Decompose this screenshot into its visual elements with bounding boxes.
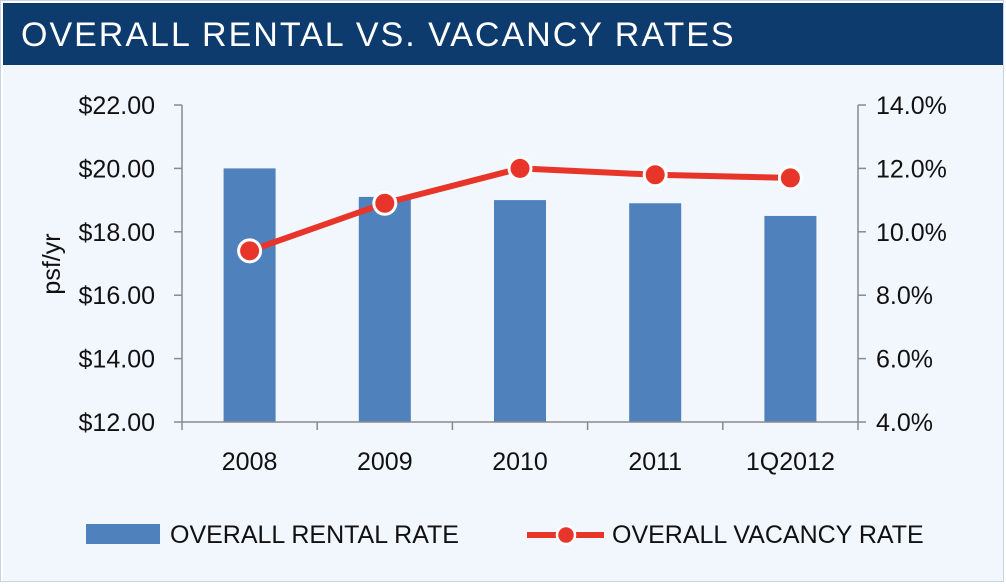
right-tick-label: 4.0% — [876, 409, 933, 437]
bar-2009 — [358, 196, 411, 422]
vacancy-point-1Q2012 — [777, 165, 803, 191]
right-tick-label: 14.0% — [876, 92, 947, 120]
left-tick-label: $20.00 — [79, 155, 155, 183]
right-tick-label: 8.0% — [876, 282, 933, 310]
left-tick-label: $14.00 — [79, 346, 155, 374]
bar-1Q2012 — [764, 215, 817, 422]
left-tick-label: $22.00 — [79, 92, 155, 120]
x-tick-label: 2008 — [222, 448, 278, 476]
right-tick-label: 6.0% — [876, 346, 933, 374]
right-tick-label: 10.0% — [876, 219, 947, 247]
bar-2011 — [629, 203, 682, 422]
vacancy-point-2011 — [642, 162, 668, 188]
left-tick-label: $12.00 — [79, 409, 155, 437]
bar-2008 — [223, 168, 276, 422]
left-tick-label: $18.00 — [79, 219, 155, 247]
vacancy-point-2009 — [372, 190, 398, 216]
legend-label-vacancy: OVERALL VACANCY RATE — [612, 521, 924, 549]
x-tick-label: 1Q2012 — [746, 448, 835, 476]
chart-title: OVERALL RENTAL VS. VACANCY RATES — [21, 16, 736, 54]
x-tick-label: 2010 — [492, 448, 548, 476]
legend-swatch-rental — [86, 524, 160, 544]
title-bar: OVERALL RENTAL VS. VACANCY RATES — [3, 3, 1003, 65]
bar-2010 — [494, 200, 546, 422]
vacancy-point-2008 — [237, 238, 263, 264]
y-axis-title: psf/yr — [38, 233, 66, 294]
x-tick-label: 2011 — [628, 448, 682, 476]
right-tick-label: 12.0% — [876, 155, 947, 183]
legend-label-rental: OVERALL RENTAL RATE — [170, 521, 459, 549]
x-tick-label: 2009 — [357, 448, 413, 476]
vacancy-point-2010 — [507, 155, 533, 181]
legend-swatch-vacancy-marker — [555, 524, 577, 546]
left-tick-label: $16.00 — [79, 282, 155, 310]
